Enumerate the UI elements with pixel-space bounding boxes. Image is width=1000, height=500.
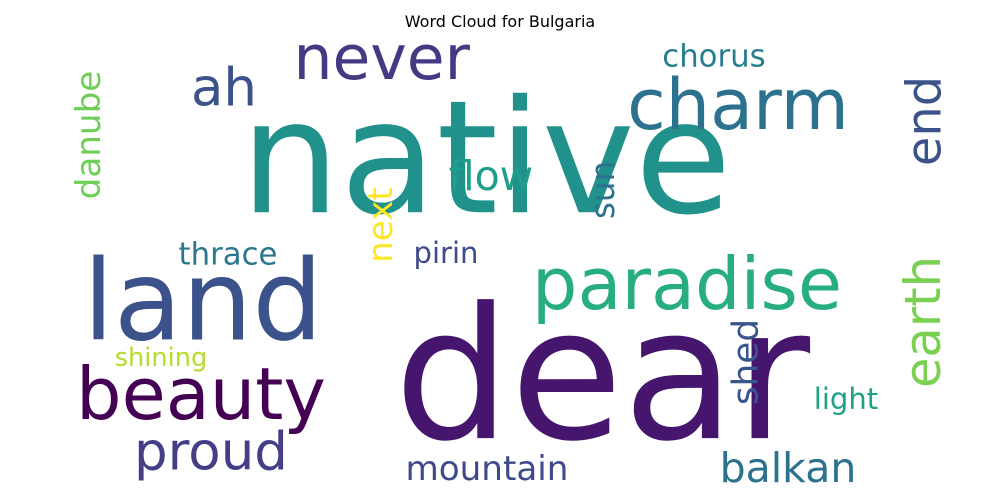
word-danube: danube [69,71,109,200]
word-proud: proud [134,421,288,482]
word-next: next [361,187,401,263]
word-end: end [898,76,953,166]
word-mountain: mountain [405,449,568,489]
word-earth: earth [894,256,952,388]
word-paradise: paradise [532,242,842,326]
word-native: native [240,67,731,250]
word-dear: dear [394,269,811,482]
word-ah: ah [191,57,257,118]
word-shining: shining [115,343,208,373]
word-never: never [294,22,471,94]
word-light: light [814,382,878,416]
word-land: land [83,237,323,366]
word-beauty: beauty [76,352,326,436]
word-chorus: chorus [662,39,765,75]
chart-title: Word Cloud for Bulgaria [404,12,596,31]
word-pirin: pirin [414,236,479,270]
word-shed: shed [725,319,766,405]
word-balkan: balkan [720,444,857,492]
word-thrace: thrace [179,237,278,273]
word-sun: sun [584,161,622,219]
word-charm: charm [627,64,849,146]
word-flow: flow [449,152,533,200]
